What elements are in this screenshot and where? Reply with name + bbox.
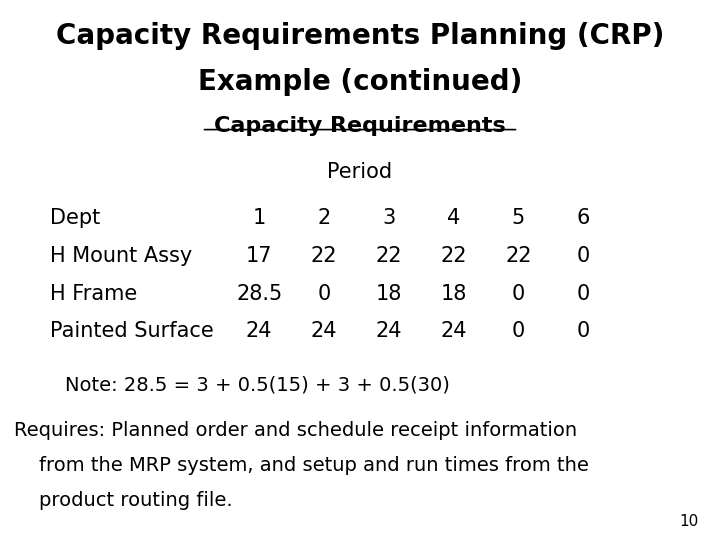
Text: 22: 22 — [311, 246, 337, 266]
Text: 17: 17 — [246, 246, 272, 266]
Text: Capacity Requirements: Capacity Requirements — [214, 116, 506, 136]
Text: 18: 18 — [376, 284, 402, 303]
Text: 2: 2 — [318, 208, 330, 228]
Text: 24: 24 — [246, 321, 272, 341]
Text: 24: 24 — [441, 321, 467, 341]
Text: Period: Period — [328, 162, 392, 182]
Text: 10: 10 — [679, 514, 698, 529]
Text: 0: 0 — [577, 284, 590, 303]
Text: 6: 6 — [577, 208, 590, 228]
Text: 4: 4 — [447, 208, 460, 228]
Text: product routing file.: product routing file. — [14, 491, 233, 510]
Text: 0: 0 — [318, 284, 330, 303]
Text: 0: 0 — [577, 246, 590, 266]
Text: 0: 0 — [577, 321, 590, 341]
Text: Capacity Requirements Planning (CRP): Capacity Requirements Planning (CRP) — [56, 22, 664, 50]
Text: H Frame: H Frame — [50, 284, 138, 303]
Text: Example (continued): Example (continued) — [198, 68, 522, 96]
Text: 22: 22 — [505, 246, 531, 266]
Text: Note: 28.5 = 3 + 0.5(15) + 3 + 0.5(30): Note: 28.5 = 3 + 0.5(15) + 3 + 0.5(30) — [65, 375, 450, 394]
Text: 1: 1 — [253, 208, 266, 228]
Text: H Mount Assy: H Mount Assy — [50, 246, 193, 266]
Text: 5: 5 — [512, 208, 525, 228]
Text: 22: 22 — [441, 246, 467, 266]
Text: 24: 24 — [376, 321, 402, 341]
Text: 18: 18 — [441, 284, 467, 303]
Text: 22: 22 — [376, 246, 402, 266]
Text: 0: 0 — [512, 321, 525, 341]
Text: Dept: Dept — [50, 208, 101, 228]
Text: 3: 3 — [382, 208, 395, 228]
Text: 24: 24 — [311, 321, 337, 341]
Text: Painted Surface: Painted Surface — [50, 321, 214, 341]
Text: 0: 0 — [512, 284, 525, 303]
Text: from the MRP system, and setup and run times from the: from the MRP system, and setup and run t… — [14, 456, 589, 475]
Text: 28.5: 28.5 — [236, 284, 282, 303]
Text: Requires: Planned order and schedule receipt information: Requires: Planned order and schedule rec… — [14, 421, 577, 440]
